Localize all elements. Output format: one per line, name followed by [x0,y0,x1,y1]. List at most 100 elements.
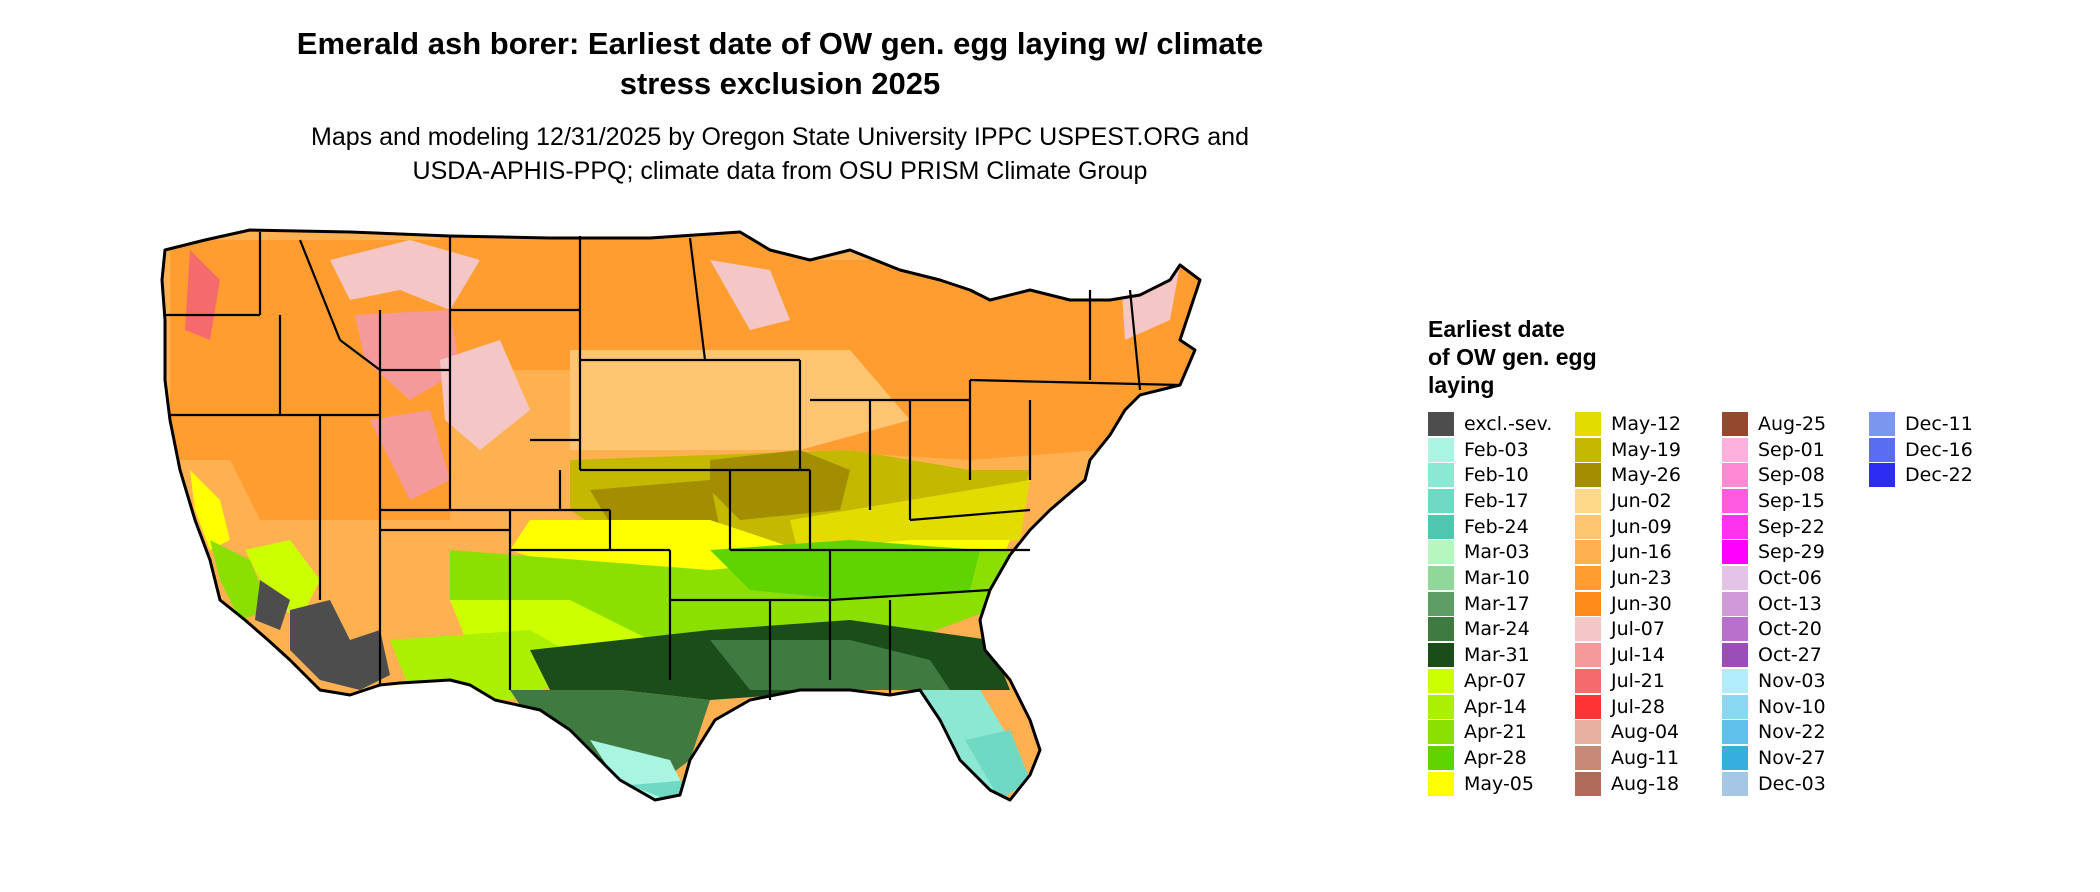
legend-swatch [1428,668,1454,693]
legend-label: Mar-10 [1464,567,1530,590]
legend-swatch [1575,437,1601,462]
legend-label: Jun-09 [1611,515,1672,538]
legend-item: May-12 [1575,411,1681,437]
legend-label: Mar-31 [1464,644,1530,667]
legend-item: Sep-01 [1722,437,1825,463]
legend-label: Sep-08 [1758,464,1825,487]
legend-swatch [1575,463,1601,488]
legend-swatch [1722,488,1748,513]
legend-item: Jul-07 [1575,617,1665,643]
legend-label: Apr-07 [1464,669,1527,692]
legend-item: Aug-04 [1575,719,1679,745]
legend-item: Feb-03 [1428,437,1529,463]
legend-label: Aug-18 [1611,772,1680,795]
legend-item: Sep-08 [1722,462,1825,488]
legend-item: Oct-06 [1722,565,1822,591]
legend-label: Apr-14 [1464,695,1527,718]
legend-item: Nov-27 [1722,745,1826,771]
legend-item: Nov-03 [1722,668,1826,694]
legend-label: Sep-01 [1758,438,1825,461]
legend-label: Oct-06 [1758,567,1822,590]
legend-item: May-05 [1428,771,1534,797]
legend-swatch [1722,745,1748,770]
legend-item: Feb-24 [1428,514,1529,540]
legend-swatch [1428,463,1454,488]
map-title: Emerald ash borer: Earliest date of OW g… [296,26,1264,101]
legend-item: Dec-16 [1869,437,1973,463]
legend-label: Aug-25 [1758,412,1827,435]
legend-label: Nov-27 [1758,746,1826,769]
legend-swatch [1722,411,1748,436]
legend-swatch [1575,566,1601,591]
legend-label: Sep-15 [1758,489,1825,512]
legend-swatch [1575,617,1601,642]
legend-swatch [1869,411,1895,436]
legend-label: Oct-27 [1758,644,1822,667]
legend-item: Feb-10 [1428,462,1529,488]
legend-swatch [1575,694,1601,719]
legend-label: May-05 [1464,772,1534,795]
legend-item: Feb-17 [1428,488,1529,514]
legend-label: Nov-03 [1758,669,1826,692]
legend-label: Jul-07 [1611,618,1665,641]
legend-item: May-26 [1575,462,1681,488]
legend-label: Jun-16 [1611,541,1672,564]
legend-swatch [1428,617,1454,642]
legend-item: Aug-18 [1575,771,1679,797]
legend-swatch [1722,694,1748,719]
legend-item: Jun-02 [1575,488,1672,514]
legend-swatch [1428,643,1454,668]
legend-item: Nov-10 [1722,694,1826,720]
legend-label: Jul-28 [1611,695,1665,718]
legend-item: Jul-28 [1575,694,1665,720]
legend-swatch [1722,771,1748,796]
legend-label: Mar-17 [1464,592,1530,615]
legend-swatch [1575,720,1601,745]
legend-columns: excl.-sev. Feb-03 Feb-10 Feb-17 Feb-24 Mar-03… [1428,411,1988,811]
legend-swatch [1722,617,1748,642]
legend-label: Dec-16 [1905,438,1973,461]
legend-swatch [1722,437,1748,462]
legend-swatch [1869,437,1895,462]
legend-label: Oct-20 [1758,618,1822,641]
legend-swatch [1428,745,1454,770]
legend-label: May-26 [1611,464,1681,487]
legend-label: Aug-04 [1611,721,1680,744]
legend-item: Apr-07 [1428,668,1527,694]
legend-label: Jun-02 [1611,489,1672,512]
legend-label: Dec-11 [1905,412,1973,435]
legend-swatch [1722,540,1748,565]
legend-item: Sep-29 [1722,540,1825,566]
legend-label: Aug-11 [1611,746,1680,769]
legend-item: Mar-10 [1428,565,1530,591]
legend-item: Apr-21 [1428,719,1527,745]
legend-swatch [1575,488,1601,513]
legend-item: Apr-28 [1428,745,1527,771]
legend-swatch [1428,771,1454,796]
legend-label: Sep-29 [1758,541,1825,564]
legend-item: Oct-20 [1722,617,1822,643]
legend-swatch [1869,463,1895,488]
legend-label: Jun-23 [1611,567,1672,590]
legend-item: Sep-22 [1722,514,1825,540]
legend-label: Sep-22 [1758,515,1825,538]
legend-label: Apr-28 [1464,746,1527,769]
legend-item: excl.-sev. [1428,411,1552,437]
legend-swatch [1722,643,1748,668]
legend-label: excl.-sev. [1464,412,1553,435]
legend-item: Jun-09 [1575,514,1672,540]
legend-swatch [1428,437,1454,462]
legend-item: Oct-27 [1722,642,1822,668]
legend-item: Jul-21 [1575,668,1665,694]
legend-label: Dec-22 [1905,464,1973,487]
legend-swatch [1722,463,1748,488]
legend-item: Dec-11 [1869,411,1973,437]
legend-item: Oct-13 [1722,591,1822,617]
legend-label: Feb-17 [1464,489,1529,512]
legend-label: Feb-03 [1464,438,1529,461]
legend-swatch [1722,668,1748,693]
legend-label: Jun-30 [1611,592,1672,615]
legend-item: Sep-15 [1722,488,1825,514]
legend-swatch [1575,643,1601,668]
legend-swatch [1575,514,1601,539]
